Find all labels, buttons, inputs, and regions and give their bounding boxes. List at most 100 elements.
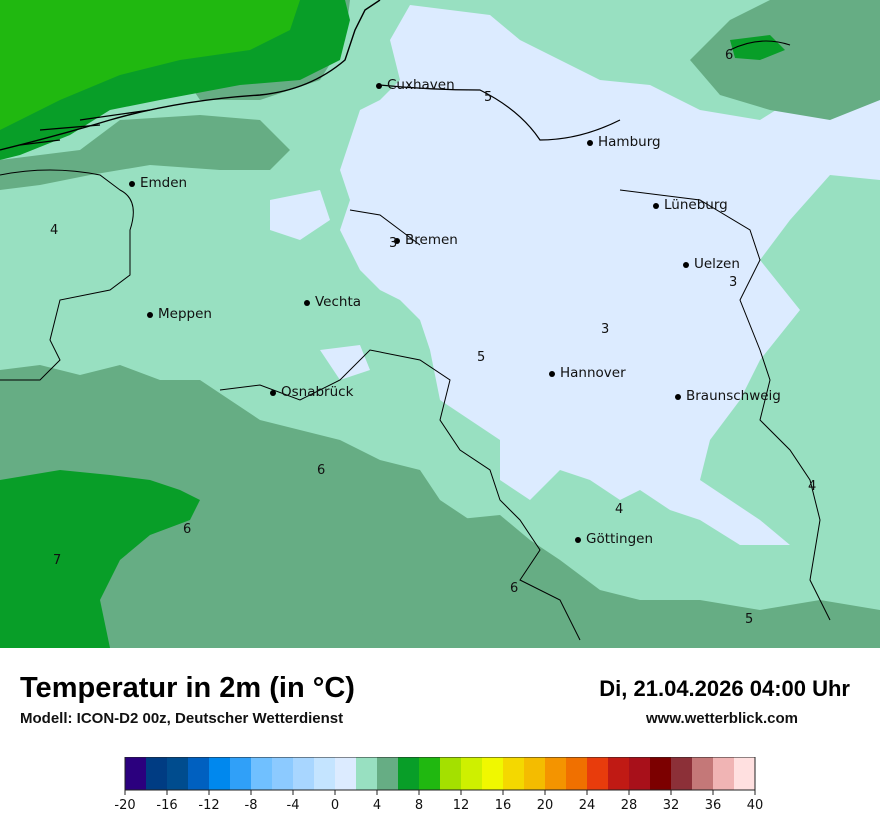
city-label: Bremen [405, 232, 458, 248]
legend-swatch [146, 757, 168, 790]
legend-swatch [335, 757, 357, 790]
border-line [619, 189, 831, 621]
isoline-label: 6 [317, 463, 325, 478]
legend-tick-label: 16 [495, 798, 512, 813]
city-marker-osnabrueck: Osnabrück [270, 384, 354, 400]
map-title: Temperatur in 2m (in °C) [20, 672, 355, 704]
legend-swatch [230, 757, 252, 790]
legend-swatch [314, 757, 336, 790]
city-marker-goettingen: Göttingen [575, 531, 653, 547]
legend-tick-label: 20 [537, 798, 554, 813]
temperature-map: Cuxhaven Hamburg Emden Lüneburg Bremen U… [0, 0, 880, 648]
legend-tick-label: 36 [705, 798, 722, 813]
legend-tick-label: 32 [663, 798, 680, 813]
isoline-label: 3 [601, 322, 609, 337]
border-line [729, 40, 791, 51]
city-marker-braunschweig: Braunschweig [675, 388, 781, 404]
legend-swatch [566, 757, 588, 790]
islands-outline [19, 109, 151, 146]
legend-swatch [734, 757, 756, 790]
isoline-label: 7 [53, 553, 61, 568]
legend-tick-label: -20 [115, 798, 136, 813]
city-marker-meppen: Meppen [147, 306, 212, 322]
legend-swatch [398, 757, 420, 790]
legend-swatch [587, 757, 609, 790]
city-label: Emden [140, 175, 187, 191]
legend-tick-label: 28 [621, 798, 638, 813]
legend-swatch [545, 757, 567, 790]
legend-swatch [482, 757, 504, 790]
isoline-label: 5 [745, 612, 753, 627]
legend-swatch [188, 757, 210, 790]
legend-scale: -20 -16 -12 -8 -4 0 4 8 12 16 20 24 28 32 36 40 [114, 756, 764, 813]
legend-swatch [167, 757, 189, 790]
isoline-label: 6 [183, 522, 191, 537]
city-marker-uelzen: Uelzen [683, 256, 740, 272]
legend-swatch [440, 757, 462, 790]
legend-swatch [524, 757, 546, 790]
isoline-label: 3 [389, 236, 397, 251]
city-label: Braunschweig [686, 388, 781, 404]
temp-zone-3 [790, 120, 880, 175]
legend-tick-label: 12 [453, 798, 470, 813]
city-marker-vechta: Vechta [304, 294, 361, 310]
legend-swatch [272, 757, 294, 790]
city-label: Osnabrück [281, 384, 354, 400]
city-marker-hamburg: Hamburg [587, 134, 661, 150]
city-label: Uelzen [694, 256, 740, 272]
isoline-label: 3 [729, 275, 737, 290]
isoline-label: 4 [808, 479, 816, 494]
legend-tick-label: 0 [331, 798, 339, 813]
legend-swatch [251, 757, 273, 790]
city-label: Lüneburg [664, 197, 728, 213]
website-link: www.wetterblick.com [646, 710, 798, 727]
city-marker-cuxhaven: Cuxhaven [376, 77, 455, 93]
legend-swatch [209, 757, 231, 790]
city-marker-lueneburg: Lüneburg [653, 197, 728, 213]
legend-tick-label: 8 [415, 798, 423, 813]
legend-swatch [713, 757, 735, 790]
temp-zone-8 [0, 0, 300, 130]
legend-frame [124, 756, 756, 791]
legend-swatch [293, 757, 315, 790]
legend-swatch [629, 757, 651, 790]
city-marker-emden: Emden [129, 175, 187, 191]
legend-tick-label: -16 [156, 798, 177, 813]
legend-swatch [692, 757, 714, 790]
map-canvas: Cuxhaven Hamburg Emden Lüneburg Bremen U… [0, 0, 880, 648]
legend-swatch [461, 757, 483, 790]
legend-swatch [650, 757, 672, 790]
isoline-label: 5 [477, 350, 485, 365]
model-source: Modell: ICON-D2 00z, Deutscher Wetterdie… [20, 710, 344, 727]
legend-swatch [608, 757, 630, 790]
legend-swatch [419, 757, 441, 790]
city-label: Hannover [560, 365, 626, 381]
border-line [0, 169, 134, 381]
isoline-label: 6 [725, 48, 733, 63]
city-label: Meppen [158, 306, 212, 322]
forecast-datetime: Di, 21.04.2026 04:00 Uhr [599, 676, 850, 701]
city-marker-bremen: Bremen [394, 232, 458, 248]
border-line [349, 209, 421, 246]
coastline [0, 0, 381, 151]
legend-swatch [377, 757, 399, 790]
legend-swatch [125, 757, 147, 790]
temp-zone-3 [270, 190, 330, 240]
city-marker-hannover: Hannover [549, 365, 626, 381]
legend-tick-label: 24 [579, 798, 596, 813]
elbe-river [379, 84, 621, 141]
temp-zone-7 [0, 470, 200, 648]
color-legend: -20 -16 -12 -8 -4 0 4 8 12 16 20 24 28 32 36 40 [114, 756, 775, 817]
legend-tick-label: 40 [747, 798, 764, 813]
legend-tick-label: -12 [198, 798, 219, 813]
city-label: Göttingen [586, 531, 653, 547]
legend-tick-label: -4 [287, 798, 300, 813]
isoline-label: 6 [510, 581, 518, 596]
legend-tick-label: 4 [373, 798, 381, 813]
temp-zone-6 [690, 0, 880, 120]
legend-swatch [503, 757, 525, 790]
isoline-label: 5 [484, 90, 492, 105]
city-label: Vechta [315, 294, 361, 310]
temp-zone-3 [340, 5, 880, 545]
border-line [219, 349, 581, 641]
